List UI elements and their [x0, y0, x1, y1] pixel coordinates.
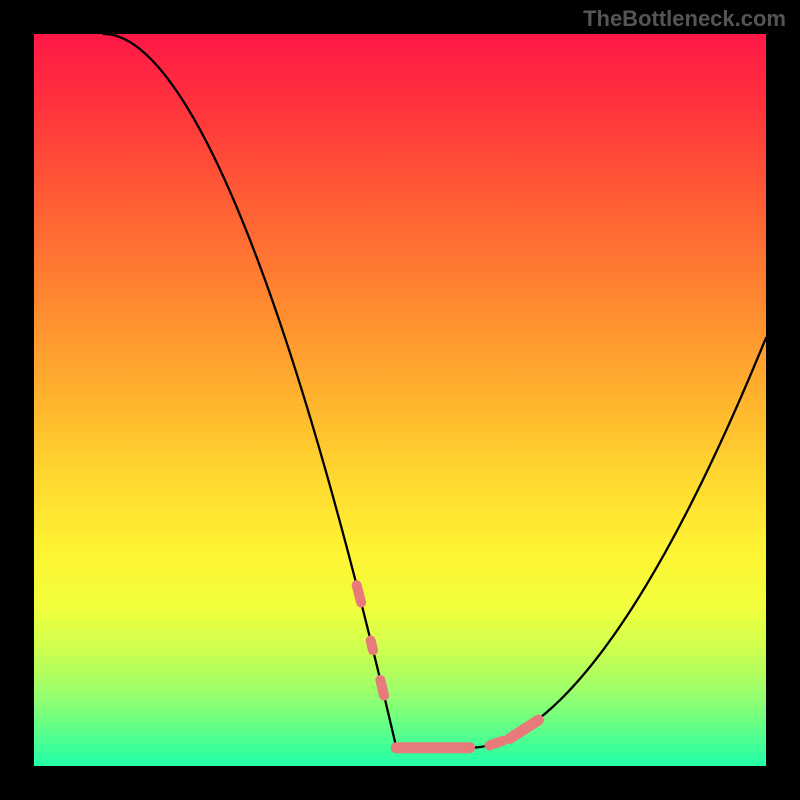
flat-left-cap	[391, 742, 402, 753]
right-mark-1	[489, 741, 502, 745]
plot-area	[34, 34, 766, 766]
left-mark-1	[371, 641, 373, 651]
watermark-text: TheBottleneck.com	[583, 6, 786, 32]
bottom-banding	[34, 605, 766, 766]
left-mark-0	[357, 585, 361, 602]
plot-svg	[34, 34, 766, 766]
left-mark-2	[380, 680, 384, 696]
chart-root: TheBottleneck.com	[0, 0, 800, 800]
flat-right-cap	[464, 742, 475, 753]
